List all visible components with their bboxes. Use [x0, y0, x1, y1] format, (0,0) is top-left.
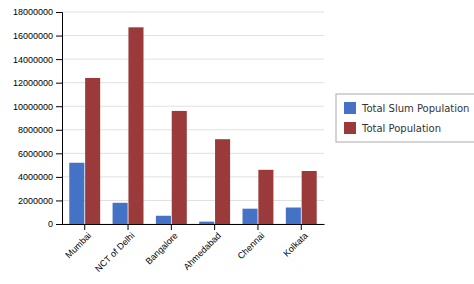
- tick: 8000000: [18, 125, 62, 135]
- bar: [113, 203, 128, 224]
- bar: [215, 139, 230, 224]
- tick-mark: [128, 224, 129, 230]
- tick-mark: [56, 59, 62, 60]
- tick-mark: [56, 153, 62, 154]
- legend-item: Total Population: [344, 122, 441, 134]
- tick: Chennai: [236, 224, 267, 261]
- tick: 2000000: [18, 196, 62, 206]
- tick-label: Ahmedabad: [182, 230, 223, 271]
- tick-mark: [56, 83, 62, 84]
- tick: Ahmedabad: [182, 224, 223, 272]
- legend-swatch: [344, 122, 356, 134]
- grid-line: [62, 59, 324, 60]
- legend-frame: [336, 94, 474, 142]
- tick-label: Chennai: [236, 230, 267, 261]
- tick-label: NCT of Delhi: [93, 230, 136, 273]
- tick-mark: [257, 224, 258, 230]
- grid-line: [62, 82, 324, 83]
- grid-line: [62, 153, 324, 154]
- tick: Bangalore: [144, 224, 180, 267]
- tick-label: 4000000: [18, 172, 53, 182]
- grid-line: [62, 35, 324, 36]
- bar: [302, 171, 317, 224]
- tick-mark: [56, 36, 62, 37]
- chart: 0 2000000 4000000 6000000 8000000 10000000 120…: [0, 0, 474, 284]
- tick-mark: [56, 200, 62, 201]
- tick-label: Mumbai: [63, 230, 93, 260]
- legend-item: Total Slum Population: [344, 102, 469, 114]
- tick-mark: [56, 177, 62, 178]
- tick-mark: [56, 106, 62, 107]
- tick-label: 6000000: [18, 149, 53, 159]
- bar: [286, 208, 301, 224]
- bar: [199, 222, 214, 224]
- tick: 6000000: [18, 149, 62, 159]
- axis-line: [63, 224, 325, 225]
- grid-line: [62, 224, 324, 225]
- tick-mark: [84, 224, 85, 230]
- bars: [69, 27, 316, 224]
- tick-mark: [56, 130, 62, 131]
- tick-label: 2000000: [18, 196, 53, 206]
- tick: NCT of Delhi: [93, 224, 136, 274]
- tick: 14000000: [13, 54, 62, 64]
- legend-label: Total Population: [361, 123, 441, 134]
- grid-line: [62, 129, 324, 130]
- bar: [128, 27, 143, 224]
- tick-label: Bangalore: [144, 230, 180, 266]
- tick-mark: [56, 12, 62, 13]
- tick: Kolkata: [281, 224, 309, 259]
- tick-label: 18000000: [13, 7, 53, 17]
- tick-mark: [301, 224, 302, 230]
- bar: [243, 209, 258, 224]
- grid-line: [62, 176, 324, 177]
- tick: 18000000: [13, 7, 62, 17]
- bar: [172, 111, 187, 224]
- y-axis: 0 2000000 4000000 6000000 8000000 10000000 120…: [13, 7, 63, 229]
- tick: 10000000: [13, 102, 62, 112]
- bar: [258, 170, 273, 224]
- x-axis: MumbaiNCT of DelhiBangaloreAhmedabad Chen…: [63, 224, 325, 274]
- axis-line: [56, 13, 63, 225]
- grid: [62, 12, 324, 224]
- tick: Mumbai: [63, 224, 93, 260]
- legend: Total Slum Population Total Population: [336, 94, 474, 142]
- tick-label: 12000000: [13, 78, 53, 88]
- tick: 4000000: [18, 172, 62, 182]
- legend-swatch: [344, 102, 356, 114]
- grid-line: [62, 12, 324, 13]
- series: [85, 27, 317, 224]
- tick-label: 14000000: [13, 54, 53, 64]
- grid-line: [62, 200, 324, 201]
- tick-label: 0: [48, 219, 53, 229]
- bar: [156, 216, 171, 224]
- bar: [85, 78, 100, 224]
- tick: 16000000: [13, 31, 62, 41]
- tick-mark: [56, 224, 62, 225]
- tick-label: 16000000: [13, 31, 53, 41]
- plot: 0 2000000 4000000 6000000 8000000 10000000 120…: [13, 7, 325, 273]
- tick-mark: [214, 224, 215, 230]
- bar: [69, 163, 84, 224]
- grid-line: [62, 106, 324, 107]
- tick-label: 8000000: [18, 125, 53, 135]
- legend-label: Total Slum Population: [361, 103, 469, 114]
- tick: 12000000: [13, 78, 62, 88]
- tick-label: 10000000: [13, 102, 53, 112]
- tick: 0: [48, 219, 62, 229]
- tick-label: Kolkata: [281, 230, 309, 258]
- tick-mark: [171, 224, 172, 230]
